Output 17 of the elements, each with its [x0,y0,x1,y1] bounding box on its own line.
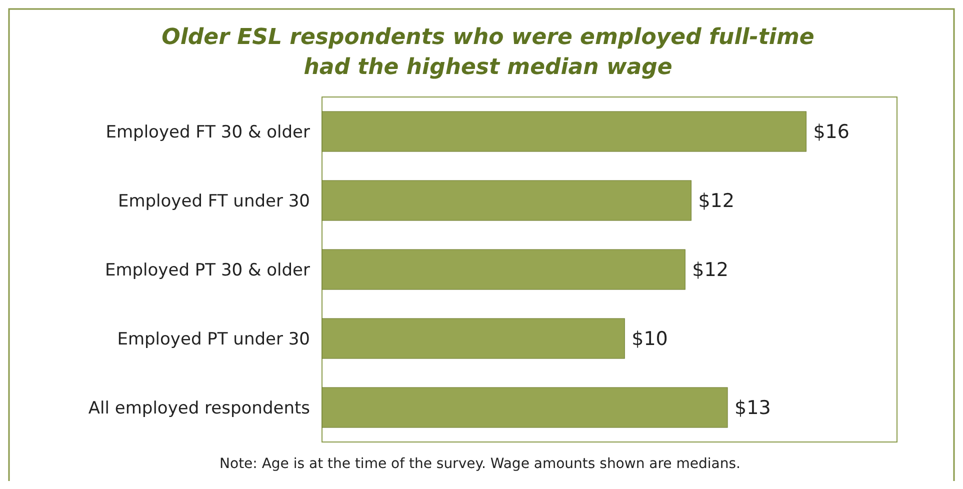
data-label: $10 [632,328,668,350]
y-tick-label: Employed FT under 30 [118,191,310,212]
data-label: $12 [692,259,728,282]
y-tick-label: Employed PT 30 & older [104,260,310,280]
data-label: $12 [698,190,734,212]
text: Note: Age is at the time of the survey. Wage amounts shown are medians. [220,456,740,472]
bar [322,318,625,359]
bar [322,111,806,152]
bar [322,180,692,221]
y-tick-label: Employed FT 30 & older [106,122,310,142]
data-label: $13 [734,397,771,420]
data-label: $16 [813,121,850,144]
chart-title: Older ESL respondents who were employed full-time had the highest median wage [162,25,814,80]
y-tick-label: All employed respondents [88,398,310,418]
y-tick-label: Employed PT under 30 [117,329,310,350]
bar [322,387,728,428]
bar [322,249,686,290]
